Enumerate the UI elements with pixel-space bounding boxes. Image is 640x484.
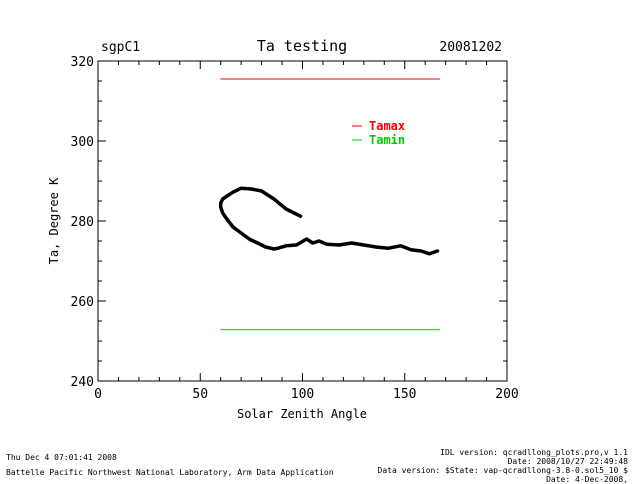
legend-label-tamax: Tamax [369,119,405,133]
axes [97,60,508,382]
footer-idl-version: IDL version: qcradllong_plots.pro,v 1.1 [440,448,628,457]
x-tick-label: 50 [192,387,208,402]
site-label: sgpC1 [101,40,140,55]
x-tick-label: 200 [495,387,518,402]
y-tick-label: 240 [71,375,94,390]
x-tick-label: 150 [393,387,416,402]
legend-label-tamin: Tamin [369,133,405,147]
footer-left: Thu Dec 4 07:01:41 2008 Battelle Pacific… [6,453,334,477]
y-tick-label: 320 [71,55,94,70]
x-tick-label: 0 [94,387,102,402]
chart-title: Ta testing [257,37,347,55]
series-group [218,78,440,331]
ticks: 0 50 100 150 200 240 260 280 300 320 [71,55,519,402]
footer-timestamp: Thu Dec 4 07:01:41 2008 [6,453,117,462]
x-tick-label: 100 [291,387,314,402]
date-label: 20081202 [439,40,502,55]
footer-right: IDL version: qcradllong_plots.pro,v 1.1 … [378,448,628,484]
y-tick-label: 280 [71,215,94,230]
footer-data-version: Data version: $State: vap-qcradllong-3.8… [377,466,628,475]
y-axis-label: Ta, Degree K [47,177,61,264]
y-tick-label: 260 [71,295,94,310]
y-tick-label: 300 [71,135,94,150]
footer-idl-date: Date: 2008/10/27 22:49:48 [507,457,628,466]
plot-frame [97,60,508,382]
footer-org: Battelle Pacific Northwest National Labo… [6,468,334,477]
series-ta-line [218,186,440,256]
x-axis-label: Solar Zenith Angle [237,407,367,421]
